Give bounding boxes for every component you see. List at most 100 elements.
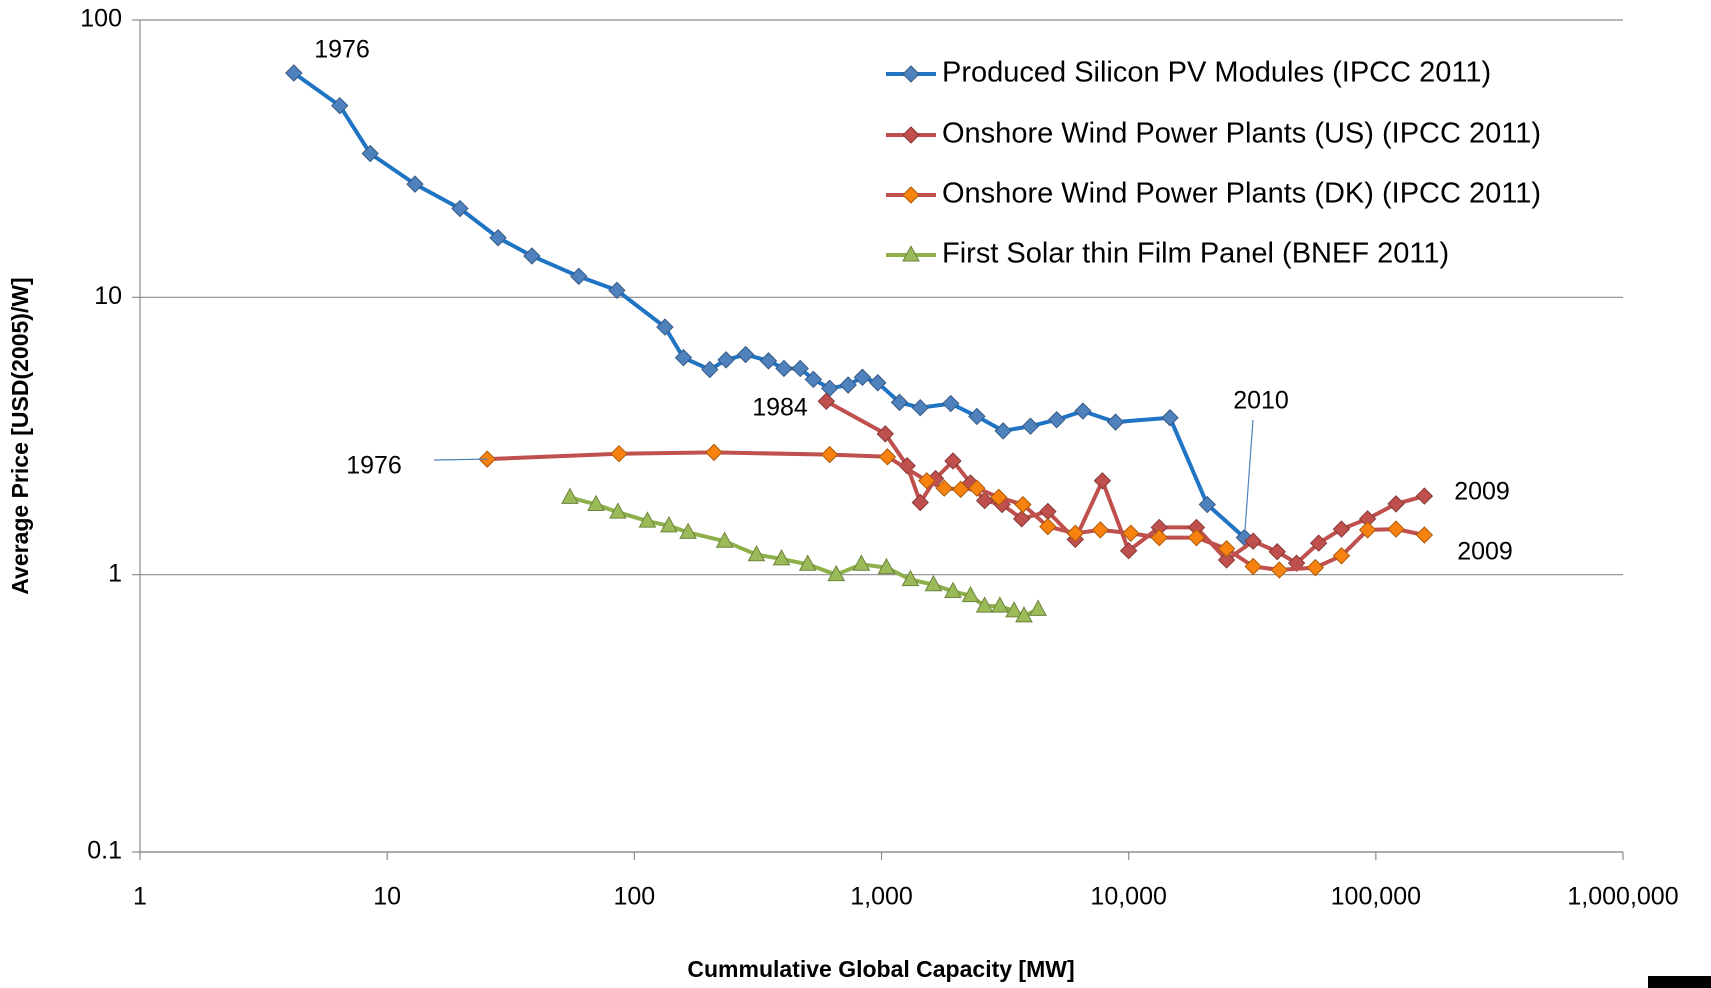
data-point [1244,557,1262,576]
data-point [878,448,897,466]
data-point [901,569,920,587]
data-point [975,596,994,613]
data-point [827,564,846,582]
data-point [1187,528,1206,547]
data-point [935,479,953,497]
data-point [942,394,960,413]
data-point [523,247,541,265]
data-point [736,345,755,364]
data-point [791,359,809,378]
data-point [817,392,836,410]
data-point [1387,520,1405,538]
series-line [825,399,1425,566]
data-point [798,554,817,571]
data-point [991,596,1009,613]
x-tick-label: 1 [133,883,147,911]
data-point [918,472,936,490]
data-point [656,318,674,336]
data-point [451,199,469,218]
annotation: 2010 [1233,387,1289,415]
data-point [1268,543,1286,561]
data-point [587,494,605,512]
data-point [944,452,962,470]
data-point [608,281,626,300]
legend-label: Onshore Wind Power Plants (DK) (IPCC 201… [942,178,1541,210]
data-point [911,398,929,417]
data-point [561,487,579,504]
data-point [715,531,734,548]
data-point [747,544,766,562]
data-point [638,511,657,528]
annotation-leader [433,458,488,461]
data-point [911,493,929,512]
legend-label: First Solar thin Film Panel (BNEF 2011) [942,238,1449,270]
legend-label: Produced Silicon PV Modules (IPCC 2011) [942,57,1491,89]
data-point [968,479,986,497]
data-point [1244,532,1262,550]
annotation: 2009 [1457,538,1513,566]
data-point [679,522,697,539]
data-point [975,491,994,510]
data-point [1217,540,1236,558]
data-point [1122,524,1140,542]
data-point [1415,487,1434,505]
data-point [701,360,719,379]
annotation: 1976 [314,36,370,64]
y-tick-label: 1 [108,559,122,587]
data-point [361,144,379,163]
data-point [674,348,693,367]
data-point [1161,409,1179,427]
legend-marker [902,245,920,262]
data-point [994,422,1012,440]
data-point [1306,558,1325,577]
data-point [775,359,793,378]
y-tick-label: 10 [94,282,122,310]
data-point [285,64,303,82]
annotation: 2009 [1454,478,1510,506]
data-point [772,549,791,566]
x-tick-label: 10,000 [1090,883,1166,911]
data-point [990,488,1008,507]
x-tick-label: 10 [373,883,401,911]
data-point [1198,495,1216,514]
data-point [1091,521,1110,539]
data-point [1309,534,1328,552]
legend-marker [902,65,920,83]
x-tick-label: 1,000 [850,883,913,911]
data-point [1270,561,1289,579]
series-line [569,495,1039,618]
data-point [1047,411,1066,429]
data-point [961,585,980,603]
data-point [924,574,943,592]
annotation: 1984 [752,394,808,422]
data-point [1358,521,1377,539]
data-point [820,379,839,397]
data-point [1005,601,1023,618]
data-point [951,480,970,499]
data-point [1029,599,1047,616]
series-line [292,71,1246,540]
data-point [1066,524,1085,542]
data-point [1106,413,1125,431]
data-point [852,554,871,571]
data-point [609,502,627,519]
data-point [1415,526,1434,544]
legend-marker [902,186,920,204]
data-point [1150,528,1168,547]
data-point [968,407,986,426]
data-point [890,393,909,412]
y-axis-title: Average Price [USD(2005)/W] [7,277,33,594]
data-point [869,374,887,392]
data-point [1217,551,1236,569]
data-point [1014,495,1032,514]
data-point [1015,606,1033,623]
data-point [877,557,896,575]
data-point [944,581,962,598]
data-point [820,445,839,464]
data-point [705,443,723,462]
y-tick-label: 0.1 [87,837,122,865]
legend-marker [902,126,920,144]
data-point [1093,472,1112,490]
data-point [1332,520,1351,538]
